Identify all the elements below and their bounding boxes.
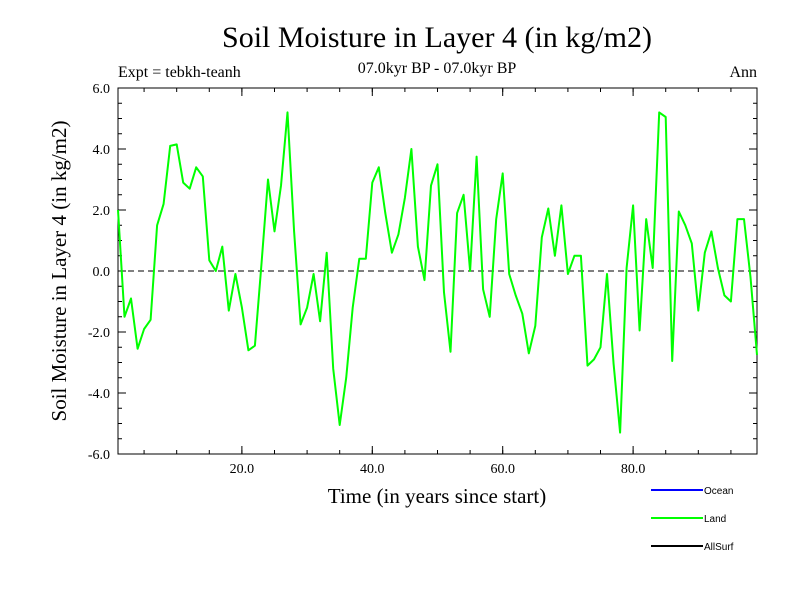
x-axis-label: Time (in years since start)	[328, 484, 547, 508]
y-tick-label: 0.0	[93, 265, 111, 280]
x-tick-label: 20.0	[230, 462, 255, 477]
y-tick-label: 4.0	[93, 143, 111, 158]
y-axis-label: Soil Moisture in Layer 4 (in kg/m2)	[47, 121, 71, 422]
plot-area: -6.0 -4.0 -2.0 0.0 2.0 4.0 6.0 20.0 40.0 60.0 80.…	[88, 82, 758, 477]
chart-subtitle: 07.0kyr BP - 07.0kyr BP	[358, 60, 517, 77]
y-tick-label: 2.0	[93, 204, 111, 219]
y-tick-label: -2.0	[88, 326, 110, 341]
series-layer	[117, 111, 758, 434]
chart-title: Soil Moisture in Layer 4 (in kg/m2)	[222, 21, 652, 54]
legend-label-land: Land	[704, 514, 726, 525]
x-axis-ticks: 20.0 40.0 60.0 80.0	[143, 88, 732, 477]
experiment-label: Expt = tebkh-teanh	[118, 64, 241, 81]
x-tick-label: 80.0	[621, 462, 646, 477]
y-tick-label: -4.0	[88, 387, 110, 402]
season-label: Ann	[729, 64, 757, 81]
x-tick-label: 40.0	[360, 462, 385, 477]
legend: Ocean Land AllSurf	[651, 486, 734, 553]
legend-label-ocean: Ocean	[704, 486, 733, 497]
series-line-land	[117, 111, 758, 434]
y-tick-label: 6.0	[93, 82, 111, 97]
y-tick-label: -6.0	[88, 448, 110, 463]
x-tick-label: 60.0	[490, 462, 515, 477]
legend-label-allsurf: AllSurf	[704, 542, 734, 553]
